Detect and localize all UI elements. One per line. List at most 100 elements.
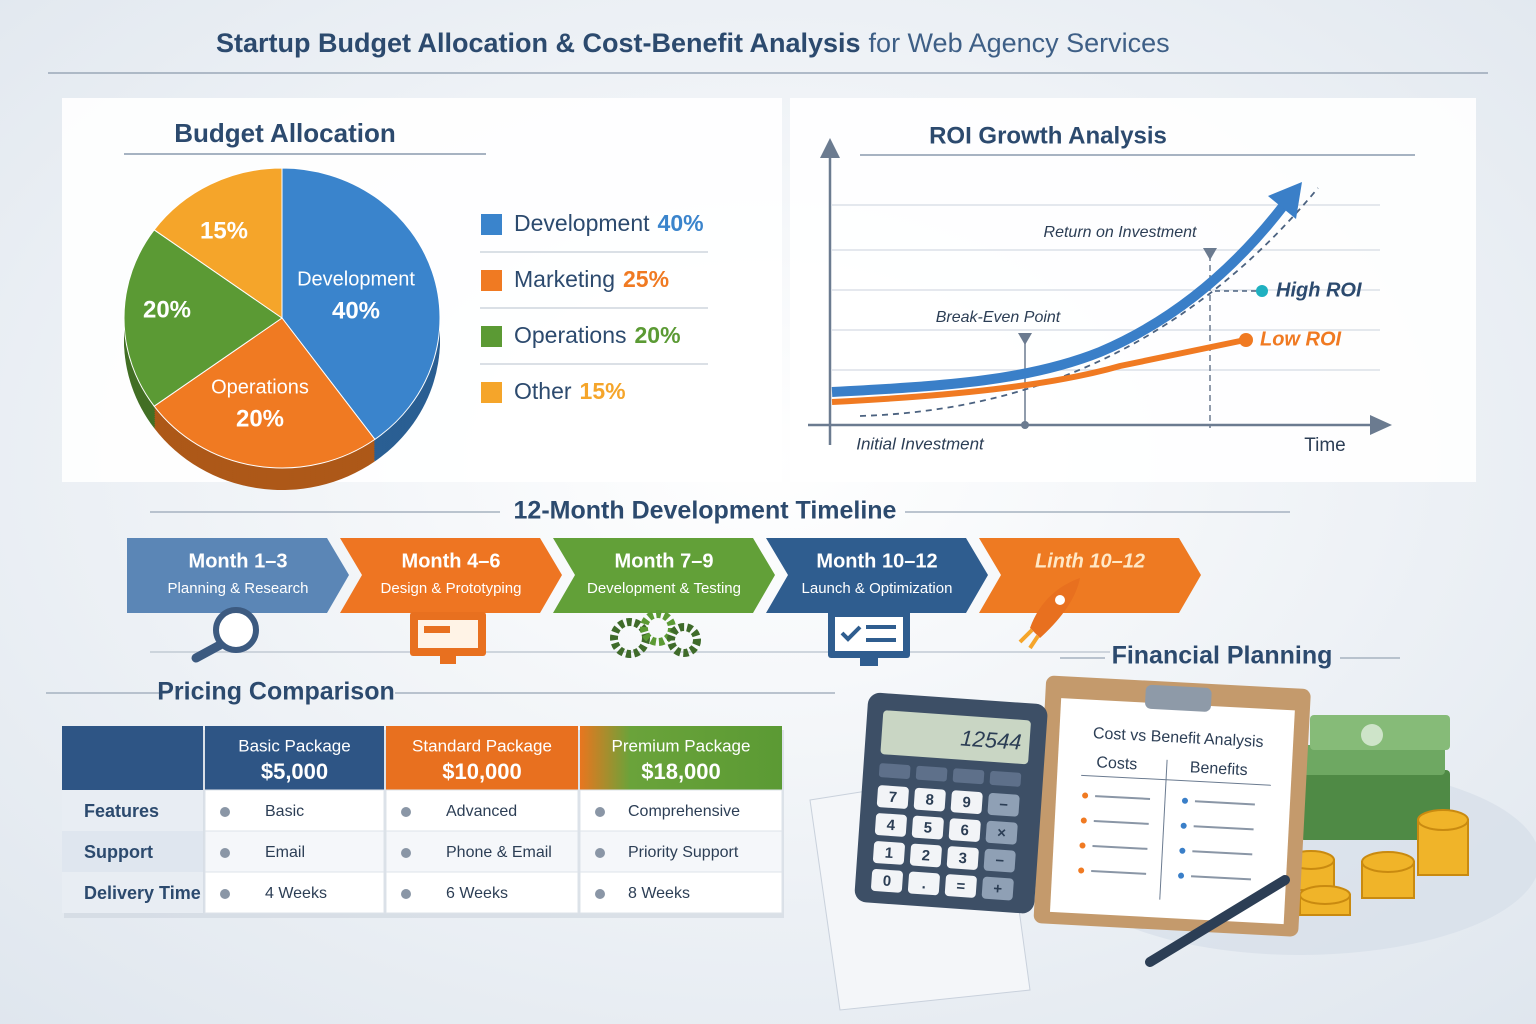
row-label: Delivery Time [84,883,201,903]
bullet [1180,822,1187,829]
table-cell [204,871,385,914]
legend-entry: Development 40% [514,210,704,236]
legend-swatch [481,326,502,347]
low-roi-dot [1239,333,1253,347]
list-line [1192,850,1253,856]
icon-search [191,607,259,663]
cell-text: Email [265,844,305,861]
pie-slice [281,167,441,441]
search-lens [213,607,259,653]
pie-slice [153,317,376,469]
monitor-block [424,626,450,633]
calc-fn-key [915,765,948,782]
table-cell [204,789,385,832]
calc-fn-key [989,770,1022,787]
list-line [1190,875,1252,881]
calc-key [874,813,907,837]
financial-title: Financial Planning [1112,642,1333,670]
calc-key-label: 6 [960,822,970,840]
package-header [205,726,384,790]
table-cell [385,789,579,832]
pen [1145,875,1290,967]
clipboard: Cost vs Benefit Analysis Costs Benefits [1033,675,1311,937]
calc-key [948,818,981,842]
calc-key [911,815,944,840]
pricing-table: Basic Package $5,000 Standard Package $10,0… [62,726,784,918]
row-label-cell [62,872,203,913]
cell-text: Basic [265,803,304,820]
calc-key-label: 9 [962,794,972,812]
legend-value: 20% [635,322,681,348]
step-subtitle: Development & Testing [587,580,741,597]
calc-key [946,846,979,870]
row-label: Features [84,801,159,821]
bullet [1080,817,1087,824]
list-line [1093,820,1149,825]
timeline: Month 1–3 Planning & Research Month 4–6 Des… [127,538,1201,613]
package-name: Standard Package [412,736,552,755]
bill-seal [1361,724,1383,746]
row-label: Support [84,842,153,862]
title-sub: for Web Agency Services [869,28,1170,58]
pie-chart: Development 40% Operations 20% 20% 15% [123,167,441,491]
cost-bullets [1078,792,1089,874]
package-name: Basic Package [238,736,350,755]
bullet [1181,797,1188,804]
cell-bullet [401,848,411,858]
coin [1361,851,1415,873]
bills [1295,745,1445,775]
calc-key-label: 2 [921,847,931,865]
slice-label: Development [297,268,415,290]
list-line [1193,825,1254,831]
calc-key-label: × [997,824,1007,842]
cell-bullet [401,807,411,817]
title-main: Startup Budget Allocation & Cost-Benefit… [216,28,861,58]
list-line [1194,800,1255,806]
step-title: Month 1–3 [189,550,288,572]
icon-gears [610,610,701,658]
header-corner [62,726,203,790]
calc-key-label: 5 [923,819,933,837]
gear [667,623,701,657]
calc-key-label: 4 [886,817,896,835]
slice-label: 20% [236,405,284,432]
low-roi-label: Low ROI [1260,328,1342,350]
legend-name: Marketing [514,266,615,292]
clipboard-paper [1049,698,1295,925]
calc-key [987,792,1020,817]
cell-bullet [595,848,605,858]
clipboard-rule [1081,774,1271,786]
step-title: Month 4–6 [402,550,501,572]
cell-text: Advanced [446,803,517,820]
monitor-stand [440,656,456,664]
package-header [386,726,578,790]
dash-check [840,625,862,642]
return-label: Return on Investment [1044,224,1198,241]
search-handle [191,640,225,663]
cell-text: Comprehensive [628,803,740,820]
step-subtitle: Launch & Optimization [802,580,953,597]
list-line [1095,795,1151,800]
calc-key-label: 8 [925,791,935,809]
cell-text: 8 Weeks [628,885,690,902]
break-even-label: Break-Even Point [936,309,1061,326]
table-cell [385,830,579,873]
icon-monitor [410,612,486,664]
timeline-step [127,538,349,613]
legend: Development 40%Marketing 25%Operations 20%O… [480,210,708,404]
calc-key-label: − [999,796,1009,814]
calc-key [944,874,977,898]
legend-value: 40% [658,210,704,236]
slice-label: 40% [332,297,380,324]
package-price: $18,000 [641,759,721,784]
calc-key [909,843,942,868]
monitor-screen [418,620,478,648]
cell-bullet [220,807,230,817]
timeline-title: 12-Month Development Timeline [514,497,897,525]
pie-slice [153,167,283,319]
calc-fn-key [952,768,985,785]
step-title: Linth 10–12 [1035,550,1145,572]
table-cell [579,789,783,832]
calc-key [871,869,903,893]
